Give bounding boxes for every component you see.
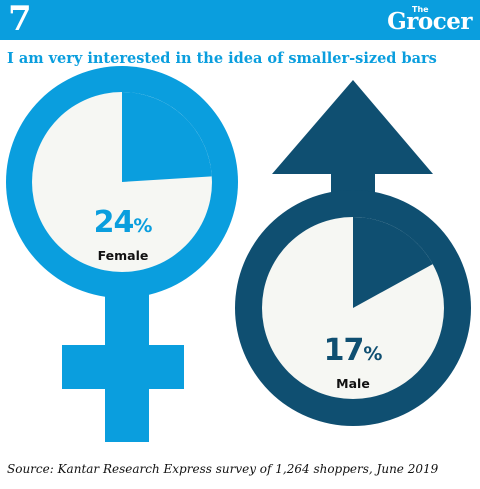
male-series-label: Male — [336, 376, 370, 391]
male-symbol-icon — [235, 80, 471, 426]
female-pie-slice — [122, 92, 212, 182]
header-banner: 7 The Grocer — [0, 0, 480, 40]
female-symbol-icon — [6, 66, 238, 442]
male-percent-sign: % — [363, 343, 383, 365]
male-arrow — [272, 80, 433, 174]
male-percent-value: 17 — [323, 333, 365, 368]
female-crossbar — [62, 345, 184, 389]
female-percent-sign: % — [133, 215, 153, 237]
male-pie-slice — [353, 217, 433, 308]
brand-prefix: The — [412, 5, 429, 14]
seven-logo-icon: 7 — [8, 0, 32, 39]
female-percent-label: 24% — [78, 205, 168, 240]
male-percent-label: 17% — [308, 333, 398, 368]
female-series-label: Female — [97, 248, 149, 263]
brand-logo: Grocer — [387, 8, 472, 35]
female-percent-value: 24 — [93, 205, 135, 240]
chart-title: I am very interested in the idea of smal… — [7, 50, 437, 67]
source-note: Source: Kantar Research Express survey o… — [7, 462, 439, 476]
